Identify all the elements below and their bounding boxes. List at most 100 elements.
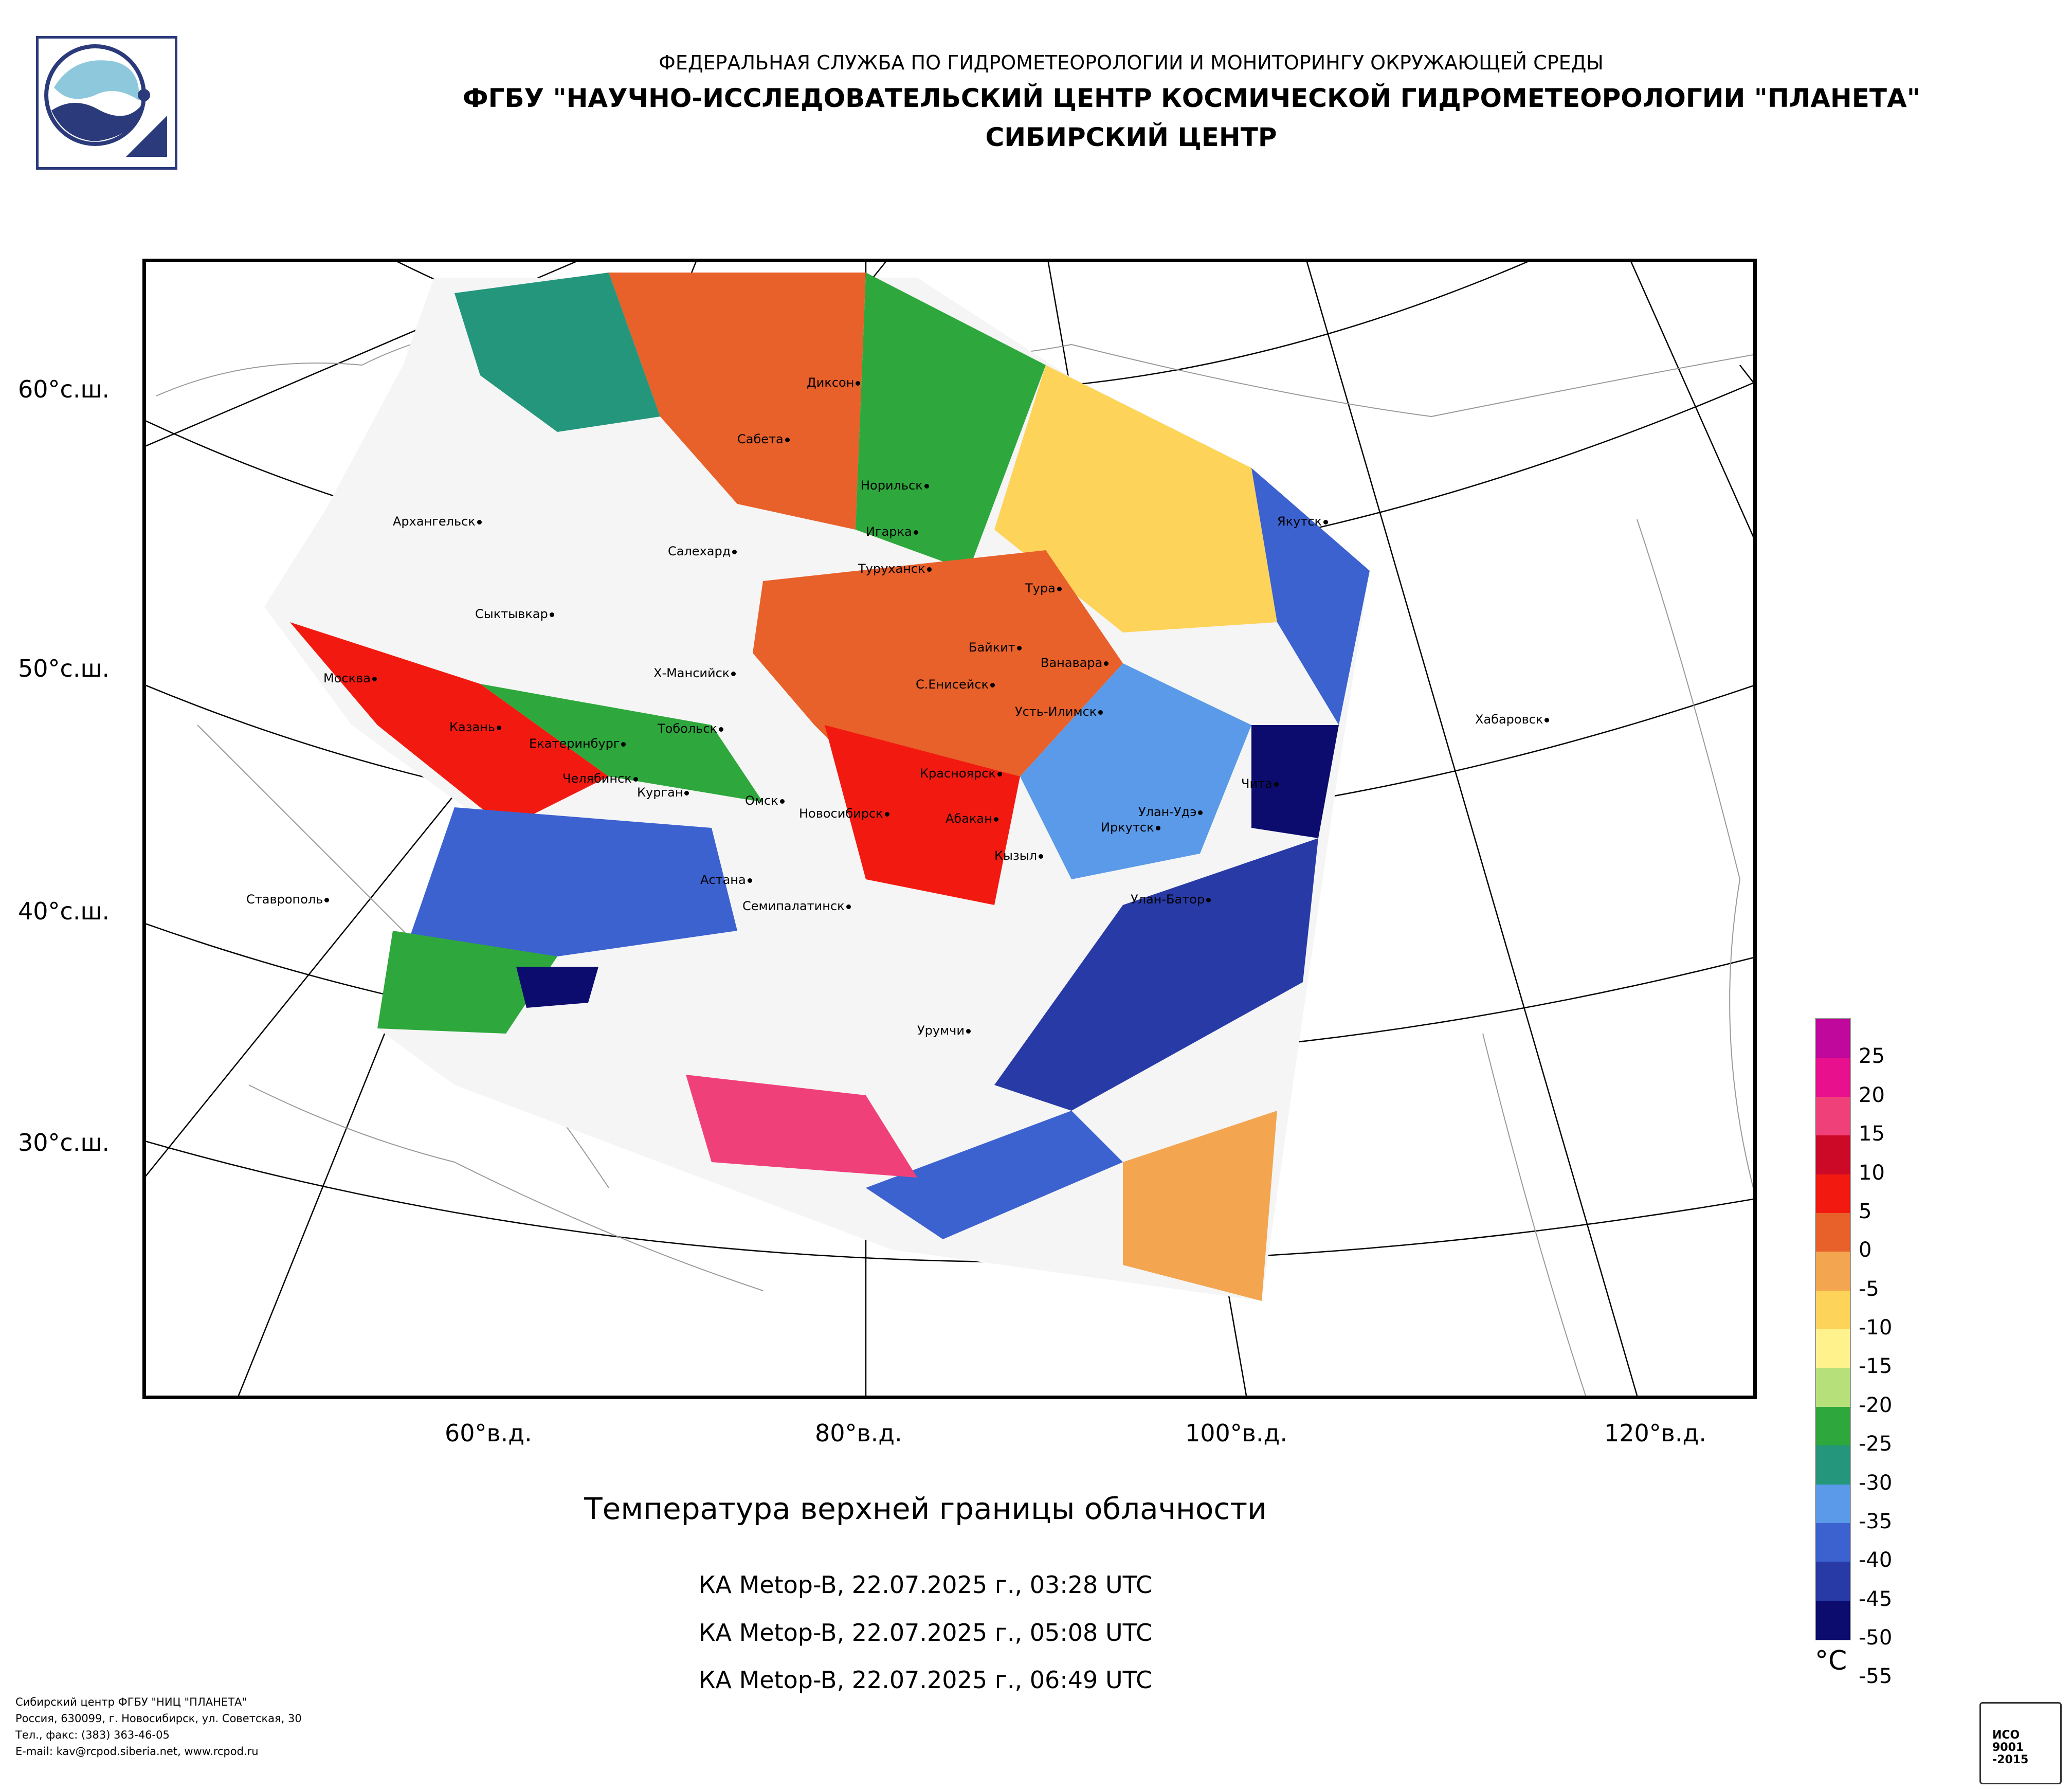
city-label-baykit: Байкит (969, 640, 1022, 655)
city-label-moscow: Москва (323, 671, 377, 685)
legend-swatch (1816, 1174, 1850, 1214)
city-label-khanty-mansiysk: Х-Мансийск (653, 666, 736, 680)
city-label-irkutsk: Иркутск (1101, 820, 1160, 835)
city-label-kurgan: Курган (637, 785, 689, 800)
legend-swatch (1816, 1600, 1850, 1640)
city-label-chita: Чита (1241, 776, 1279, 791)
temperature-legend (1815, 1018, 1851, 1640)
footer-line-2: Россия, 630099, г. Новосибирск, ул. Сове… (15, 1712, 302, 1725)
legend-label: -10 (1859, 1316, 1893, 1340)
city-label-stavropol: Ставрополь (246, 892, 330, 907)
lat-label-40: 40°с.ш. (18, 897, 110, 925)
legend-swatch (1816, 1523, 1850, 1562)
legend-label: -40 (1859, 1548, 1893, 1572)
legend-swatch (1816, 1019, 1850, 1058)
city-label-tobolsk: Тобольск (658, 721, 724, 736)
legend-label: 5 (1859, 1199, 1872, 1223)
city-label-dikson: Диксон (807, 375, 861, 390)
lon-label-100: 100°в.д. (1185, 1419, 1287, 1447)
legend-unit: °C (1815, 1645, 1847, 1676)
city-label-salekhard: Салехард (668, 544, 737, 558)
city-label-novosibirsk: Новосибирск (799, 806, 889, 821)
lat-label-30: 30°с.ш. (18, 1129, 110, 1156)
city-label-sabeta: Сабета (737, 432, 790, 446)
city-label-yakutsk: Якутск (1277, 514, 1329, 529)
legend-swatch (1816, 1484, 1850, 1524)
city-label-tura: Тура (1025, 581, 1062, 595)
satellite-swath (264, 273, 1370, 1301)
legend-label: 25 (1859, 1044, 1885, 1069)
legend-swatch (1816, 1096, 1850, 1136)
city-label-abakan: Абакан (946, 811, 998, 826)
city-label-semipalatinsk: Семипалатинск (742, 899, 851, 913)
planeta-logo-icon (44, 44, 167, 157)
city-label-igarka: Игарка (866, 524, 918, 539)
iso-certification-badge: ИСО 9001 -2015 (1979, 1702, 2062, 1784)
lat-label-50: 50°с.ш. (18, 655, 110, 682)
pass-1: КА Metop-B, 22.07.2025 г., 03:28 UTC (698, 1571, 1153, 1599)
city-label-syktyvkar: Сыктывкар (475, 607, 554, 621)
lon-label-120: 120°в.д. (1604, 1419, 1706, 1447)
city-label-yekaterinburg: Екатеринбург (529, 736, 626, 751)
legend-swatch (1816, 1562, 1850, 1601)
city-label-vanavara: Ванавара (1041, 656, 1109, 670)
legend-label: -25 (1859, 1432, 1893, 1456)
map-title: Температура верхней границы облачности (584, 1491, 1267, 1526)
lon-label-80: 80°в.д. (815, 1419, 902, 1447)
legend-label: -35 (1859, 1509, 1893, 1533)
legend-swatch (1816, 1445, 1850, 1485)
legend-label: -5 (1859, 1277, 1879, 1301)
footer-line-4: E-mail: kav@rcpod.siberia.net, www.rcpod… (15, 1745, 259, 1758)
city-label-norilsk: Норильск (861, 478, 929, 493)
iso-badge-text: ИСО 9001 -2015 (1992, 1729, 2029, 1766)
legend-swatch (1816, 1213, 1850, 1252)
legend-swatch (1816, 1406, 1850, 1446)
legend-swatch (1816, 1058, 1850, 1097)
legend-label: -15 (1859, 1354, 1893, 1379)
legend-label: -55 (1859, 1665, 1893, 1689)
legend-label: 15 (1859, 1122, 1885, 1146)
legend-swatch (1816, 1290, 1850, 1330)
legend-swatch (1816, 1252, 1850, 1291)
lon-line-110 (1630, 262, 1753, 538)
city-label-turukhansk: Туруханск (858, 562, 932, 576)
legend-label: -20 (1859, 1393, 1893, 1417)
pass-2: КА Metop-B, 22.07.2025 г., 05:08 UTC (698, 1619, 1153, 1647)
lon-line-100 (1306, 262, 1638, 1396)
city-label-kazan: Казань (449, 720, 502, 734)
map-frame: Диксон Сабета Норильск Игарка Архангельс… (142, 259, 1757, 1399)
lat-label-60: 60°с.ш. (18, 375, 110, 403)
city-label-khabarovsk: Хабаровск (1475, 712, 1550, 727)
city-label-chelyabinsk: Челябинск (562, 771, 638, 786)
legend-label: 10 (1859, 1161, 1885, 1185)
city-label-urumqi: Урумчи (917, 1023, 971, 1038)
legend-swatch (1816, 1135, 1850, 1175)
city-label-arkhangelsk: Архангельск (393, 514, 482, 529)
legend-label: 20 (1859, 1083, 1885, 1107)
city-label-ust-ilimsk: Усть-Илимск (1015, 704, 1103, 719)
city-label-s-yeniseysk: С.Енисейск (916, 677, 995, 692)
lon-label-60: 60°в.д. (445, 1419, 532, 1447)
header-institute: ФГБУ "НАУЧНО-ИССЛЕДОВАТЕЛЬСКИЙ ЦЕНТР КОС… (463, 83, 1920, 113)
city-label-ulan-ude: Улан-Удэ (1138, 805, 1203, 819)
footer-line-3: Тел., факс: (383) 363-46-05 (15, 1729, 170, 1741)
pass-3: КА Metop-B, 22.07.2025 г., 06:49 UTC (698, 1666, 1153, 1694)
lon-line-120 (1739, 365, 1753, 384)
city-label-astana: Астана (700, 873, 752, 887)
logo (36, 36, 177, 170)
cloud-temperature-map (146, 262, 1753, 1396)
legend-swatch (1816, 1329, 1850, 1368)
city-label-kyzyl: Кызыл (994, 848, 1044, 863)
legend-label: 0 (1859, 1238, 1872, 1262)
legend-swatch (1816, 1368, 1850, 1407)
header-agency: ФЕДЕРАЛЬНАЯ СЛУЖБА ПО ГИДРОМЕТЕОРОЛОГИИ … (659, 51, 1604, 74)
footer-line-1: Сибирский центр ФГБУ "НИЦ "ПЛАНЕТА" (15, 1696, 247, 1708)
city-label-krasnoyarsk: Красноярск (920, 766, 1002, 781)
header-center: СИБИРСКИЙ ЦЕНТР (985, 122, 1277, 152)
lat-line-30 (146, 1141, 1753, 1263)
city-label-omsk: Омск (745, 793, 785, 808)
legend-label: -45 (1859, 1587, 1893, 1611)
legend-label: -30 (1859, 1471, 1893, 1495)
legend-label: -50 (1859, 1626, 1893, 1650)
city-label-ulan-bator: Улан-Батор (1131, 892, 1211, 907)
